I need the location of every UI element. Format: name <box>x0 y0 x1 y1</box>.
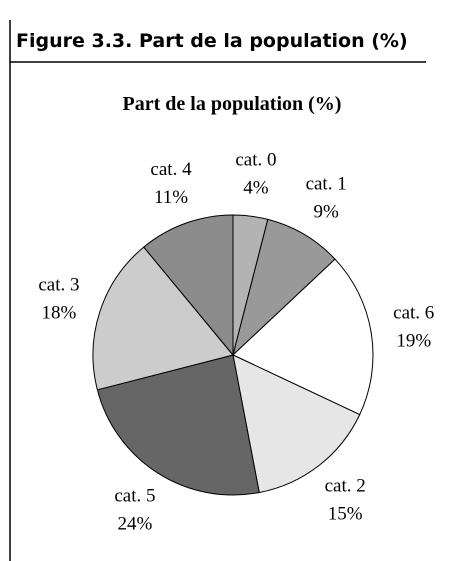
value-label: 19% <box>396 330 431 351</box>
value-label: 11% <box>154 187 188 208</box>
slice-label: cat. 3 <box>38 274 79 295</box>
figure-header: Figure 3.3. Part de la population (%) <box>16 30 408 52</box>
slice-label: cat. 5 <box>114 486 155 507</box>
pie-slice <box>232 218 336 357</box>
pie-slice <box>232 258 374 416</box>
pie-slice <box>143 214 234 357</box>
pie-slice <box>96 354 260 496</box>
slice-label: cat. 6 <box>393 302 434 323</box>
value-label: 4% <box>243 177 269 198</box>
value-label: 24% <box>118 514 153 535</box>
pie-slice <box>232 354 361 494</box>
pie-slice <box>92 246 234 391</box>
value-label: 15% <box>328 504 363 525</box>
slice-label: cat. 0 <box>235 149 276 170</box>
chart-title: Part de la population (%) <box>123 93 342 115</box>
slice-label: cat. 2 <box>325 476 366 497</box>
value-label: 9% <box>313 201 339 222</box>
slice-label: cat. 4 <box>150 159 192 180</box>
slice-label: cat. 1 <box>306 173 347 194</box>
value-label: 18% <box>42 302 77 323</box>
